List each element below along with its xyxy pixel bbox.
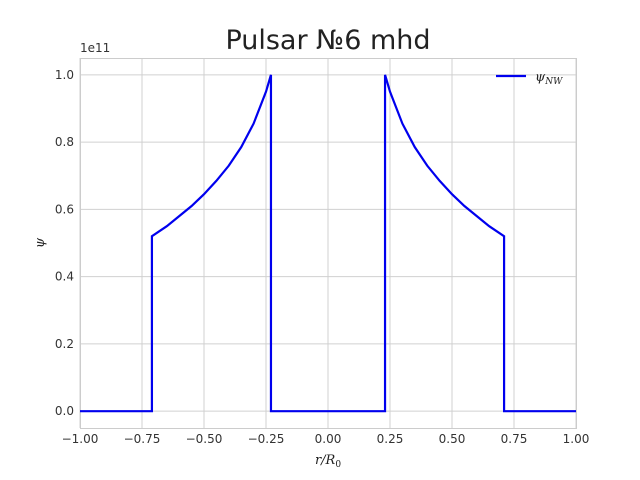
chart-title: Pulsar №6 mhd (225, 25, 430, 56)
y-axis-label: ψ (33, 237, 48, 248)
x-tick-label: −0.25 (248, 432, 285, 446)
x-tick-label: 0.50 (439, 432, 466, 446)
x-tick-label: 0.75 (501, 432, 528, 446)
y-tick-label: 1.0 (55, 68, 74, 82)
legend-label-sub: NW (544, 77, 563, 87)
y-tick-label: 0.8 (55, 135, 74, 149)
x-tick-label: −0.75 (124, 432, 161, 446)
series-line-psi-nw (80, 74, 576, 413)
grid-lines (79, 58, 577, 428)
x-axis-label-sub: 0 (335, 460, 341, 470)
y-tick-label: 0.0 (55, 404, 74, 418)
y-tick-labels: 0.0 0.2 0.4 0.6 0.8 1.0 (55, 68, 74, 418)
legend-label-main: ψ (535, 70, 546, 85)
y-tick-label: 0.2 (55, 337, 74, 351)
legend: ψNW (496, 70, 563, 87)
x-tick-label: −1.00 (62, 432, 99, 446)
x-tick-label: 0.25 (377, 432, 404, 446)
y-tick-label: 0.4 (55, 270, 74, 284)
x-axis-label-main: r/R (315, 453, 336, 468)
x-tick-label: 0.00 (315, 432, 342, 446)
x-tick-labels: −1.00 −0.75 −0.50 −0.25 0.00 0.25 0.50 0.75 1.00 (62, 432, 590, 446)
y-offset-text: 1e11 (80, 41, 110, 55)
x-tick-label: −0.50 (186, 432, 223, 446)
legend-label: ψNW (535, 70, 563, 87)
series-layer (80, 74, 576, 413)
y-tick-label: 0.6 (55, 202, 74, 216)
x-tick-label: 1.00 (563, 432, 590, 446)
plot-frame (80, 58, 577, 429)
x-axis-label: r/R0 (315, 453, 341, 470)
